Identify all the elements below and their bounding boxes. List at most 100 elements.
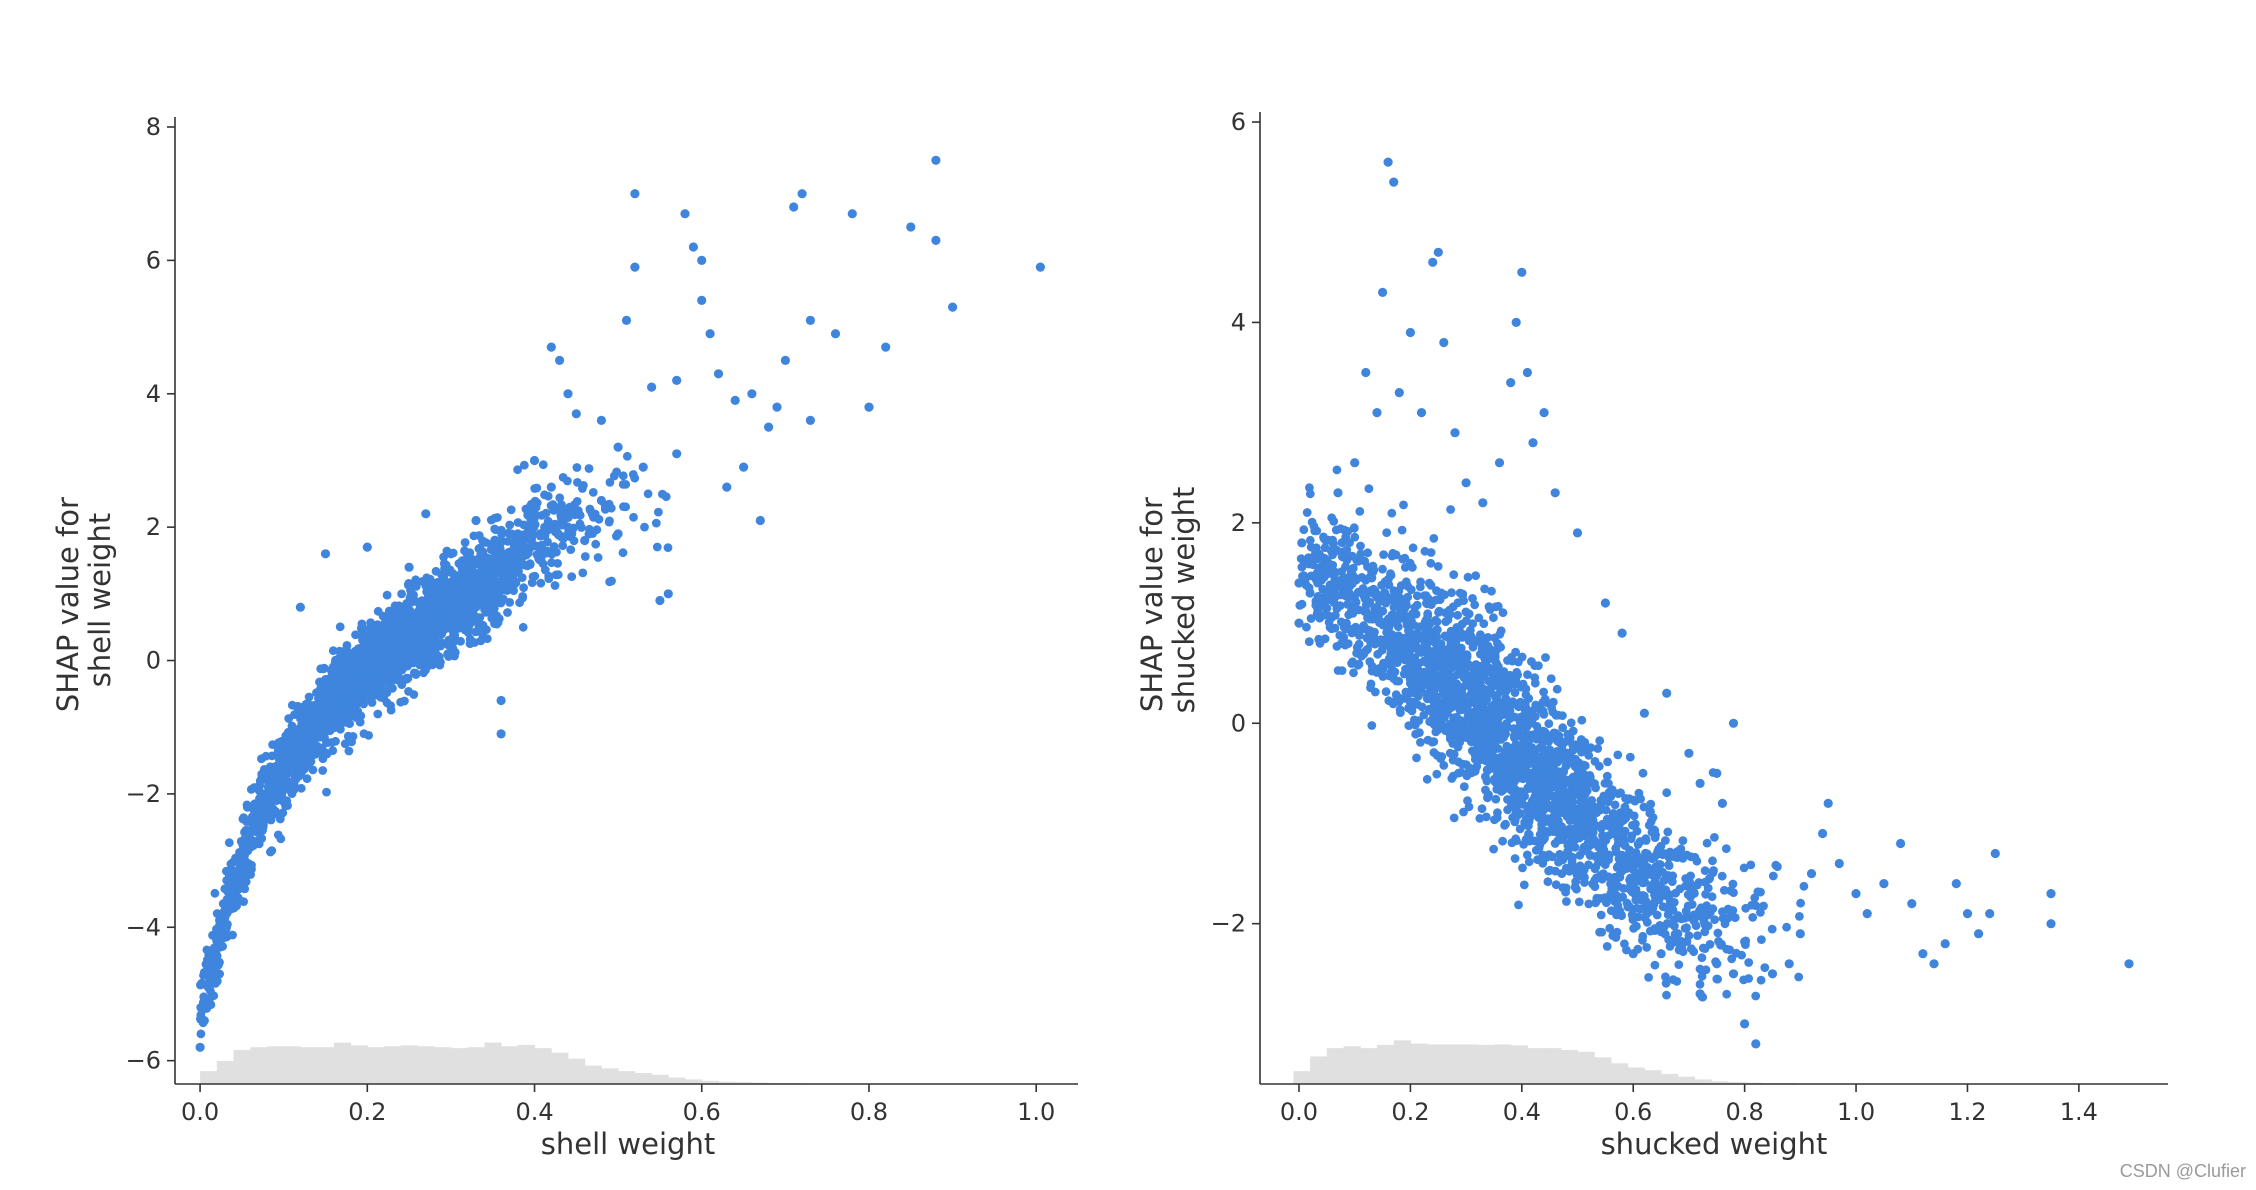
scatter-point [572,463,582,472]
scatter-point [529,509,540,519]
histogram-bar [300,1047,318,1084]
histogram-bar [1527,1048,1545,1084]
scatter-point [396,629,406,639]
scatter-point [505,520,515,530]
scatter-point [755,515,765,526]
scatter-point [506,505,516,515]
scatter-point [293,739,303,748]
scatter-point [467,596,477,606]
scatter-point [1627,831,1637,841]
scatter-point [1682,923,1691,933]
scatter-point [1424,578,1434,588]
scatter-point [247,824,256,834]
scatter-point [1669,915,1679,924]
scatter-point [1409,630,1418,639]
scatter-point [547,558,556,568]
scatter-point [1729,888,1738,897]
scatter-point [397,589,406,599]
scatter-point [1395,593,1405,603]
scatter-point [1491,662,1501,672]
scatter-point [663,589,673,599]
scatter-point [1415,728,1424,737]
scatter-point [906,222,916,232]
scatter-point [1521,690,1531,700]
scatter-point [1479,619,1489,629]
y-tick-label: 4 [146,380,161,408]
scatter-point [546,342,556,352]
scatter-point [1485,605,1495,614]
scatter-point [443,637,453,647]
scatter-point [730,395,740,405]
scatter-point [493,618,503,628]
scatter-point [1598,836,1608,846]
scatter-point [1613,750,1623,760]
histogram-bar [1644,1070,1662,1084]
scatter-point [538,460,548,470]
scatter-point [1588,835,1598,844]
scatter-point [1449,570,1459,579]
scatter-point [237,862,247,872]
scatter-point [651,518,661,528]
scatter-point [1515,766,1524,776]
scatter-point [1501,687,1511,696]
scatter-point [340,718,350,727]
scatter-point [550,581,560,590]
scatter-point [467,571,477,581]
scatter-point [1357,651,1366,661]
scatter-point [1614,854,1624,864]
scatter-point [280,743,290,753]
scatter-point [390,601,400,611]
scatter-point [321,675,330,684]
scatter-point [1605,923,1615,933]
scatter-point [640,522,649,532]
scatter-point [364,624,374,634]
scatter-point [1448,739,1458,748]
scatter-point [496,525,506,535]
scatter-point [513,465,522,475]
scatter-point [1496,642,1505,652]
scatter-point [604,517,614,527]
scatter-point [404,562,414,572]
scatter-point [411,627,420,637]
scatter-point [1686,944,1696,953]
scatter-point [578,568,588,578]
scatter-point [1580,761,1590,771]
scatter-point [1599,791,1609,801]
scatter-point [1408,543,1418,553]
scatter-point [1574,897,1584,907]
scatter-point [688,242,699,252]
scatter-point [1563,729,1573,739]
scatter-point [364,643,374,653]
scatter-point [680,209,690,219]
scatter-point [205,994,215,1003]
scatter-point [1365,657,1375,666]
scatter-point [1713,974,1722,984]
scatter-point [566,545,576,554]
scatter-point [385,678,395,688]
scatter-point [196,1003,206,1012]
scatter-point [396,697,405,707]
scatter-point [1662,788,1672,798]
scatter-point [1794,972,1804,982]
scatter-point [1539,710,1549,719]
scatter-point [513,529,523,539]
histogram-bar [1677,1076,1696,1084]
scatter-point [612,467,621,477]
scatter-point [1558,711,1567,720]
scatter-point [359,729,369,738]
scatter-point [661,492,671,502]
scatter-point [1701,889,1710,899]
scatter-point [1751,901,1761,911]
scatter-point [385,610,395,620]
scatter-point [449,628,459,638]
scatter-point [613,442,623,452]
scatter-point [1616,808,1625,818]
scatter-point [1595,852,1605,861]
scatter-point [1483,641,1493,651]
scatter-point [253,809,263,819]
scatter-point [1710,915,1719,924]
scatter-point [1432,769,1442,779]
scatter-point [1635,859,1645,869]
scatter-point [1463,572,1473,582]
scatter-point [540,490,549,500]
